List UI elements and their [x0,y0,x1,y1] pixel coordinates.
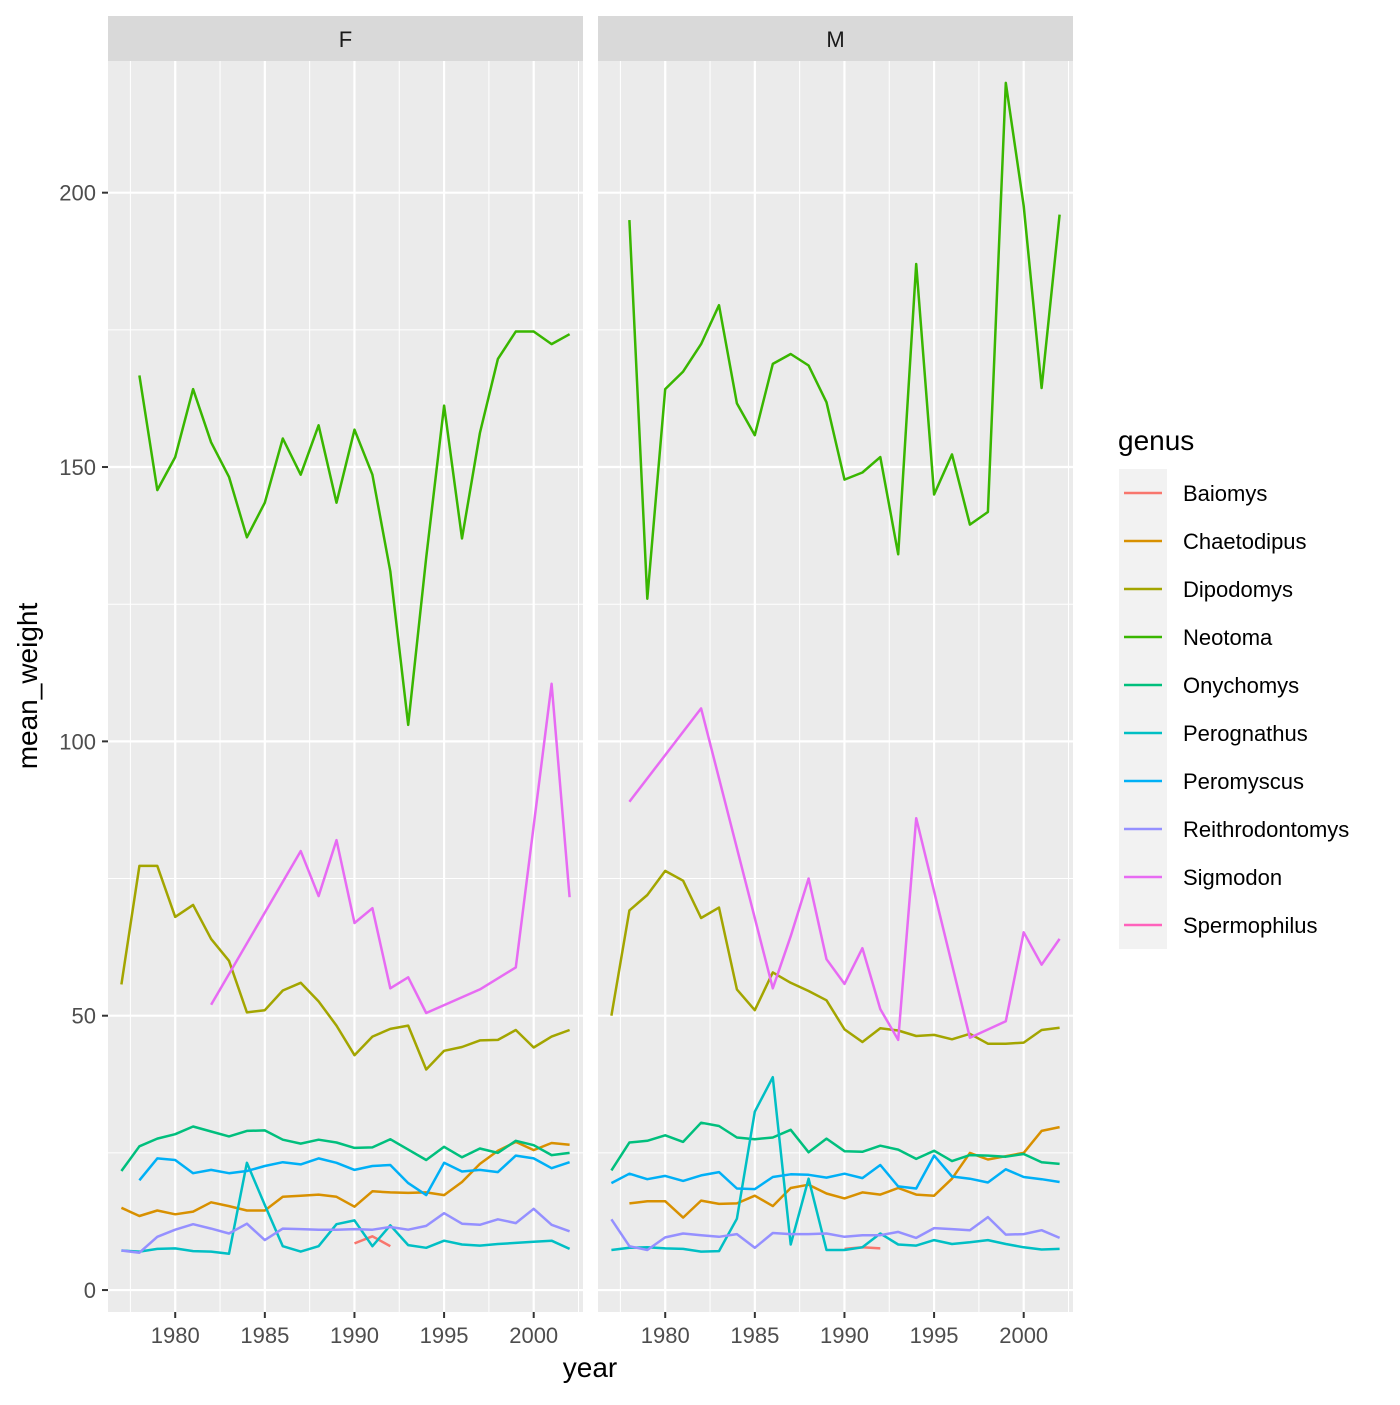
legend-item-perognathus: Perognathus [1124,721,1308,746]
legend: genus Baiomys Chaetodipus Dipodomys Neotoma… [1118,425,1349,949]
legend-label: Chaetodipus [1183,529,1307,554]
y-tick-label: 100 [59,729,96,754]
x-tick-label: 1985 [730,1323,779,1348]
x-tick-label: 1995 [420,1323,469,1348]
x-axis-label: year [563,1352,617,1383]
series-line-perognathus [121,1161,571,1256]
legend-label: Perognathus [1183,721,1308,746]
series-line-reithrodontomys [610,1215,1061,1252]
legend-label: Neotoma [1183,625,1273,650]
y-tick-label: 150 [59,455,96,480]
legend-items: Baiomys Chaetodipus Dipodomys Neotoma Onycho… [1124,481,1349,938]
legend-item-sigmodon: Sigmodon [1124,865,1282,890]
panel-background [108,61,583,1312]
y-tick-label: 0 [84,1278,96,1303]
legend-label: Onychomys [1183,673,1299,698]
legend-label: Reithrodontomys [1183,817,1349,842]
facet-panel-M: M 1980 1985 1990 1995 2000 [598,16,1073,1348]
series-line-peromyscus [610,1154,1060,1191]
legend-item-chaetodipus: Chaetodipus [1124,529,1307,554]
facet-strip [598,16,1073,61]
y-tick-label: 50 [72,1004,96,1029]
facet-strip-label: F [339,27,352,52]
x-tick-label: 1980 [151,1323,200,1348]
x-tick-label: 1990 [330,1323,379,1348]
legend-item-neotoma: Neotoma [1124,625,1273,650]
legend-item-onychomys: Onychomys [1124,673,1299,698]
series-line-onychomys [120,1125,570,1172]
x-tick-label: 1995 [910,1323,959,1348]
series-line-neotoma [138,330,571,727]
legend-item-dipodomys: Dipodomys [1124,577,1293,602]
legend-label: Baiomys [1183,481,1267,506]
panel-background [598,61,1073,1312]
legend-label: Dipodomys [1183,577,1293,602]
legend-label: Sigmodon [1183,865,1282,890]
legend-item-reithrodontomys: Reithrodontomys [1124,817,1349,842]
series-line-dipodomys [120,864,571,1071]
x-tick-label: 1990 [820,1323,869,1348]
legend-label: Spermophilus [1183,913,1318,938]
series-line-neotoma [628,81,1061,600]
series-line-reithrodontomys [121,1207,571,1254]
legend-title: genus [1118,425,1194,456]
facet-panel-F: F 1980 1985 1990 1995 2000 0 50 100 150 200 [59,16,583,1348]
x-tick-label: 1980 [641,1323,690,1348]
series-line-peromyscus [138,1154,570,1197]
legend-item-spermophilus: Spermophilus [1124,913,1318,938]
facet-panels: F 1980 1985 1990 1995 2000 0 50 100 150 200 M 1980 19… [59,16,1073,1348]
x-tick-label: 2000 [999,1323,1048,1348]
legend-key-background [1119,469,1167,949]
series-line-baiomys [354,1235,391,1248]
x-tick-label: 2000 [509,1323,558,1348]
x-tick-label: 1985 [240,1323,289,1348]
series-line-sigmodon [210,682,571,1015]
series-line-chaetodipus [629,1125,1060,1219]
y-axis-label: mean_weight [12,603,43,770]
legend-item-peromyscus: Peromyscus [1124,769,1304,794]
facet-strip [108,16,583,61]
y-tick-label: 200 [59,181,96,206]
facet-strip-label: M [826,27,844,52]
series-line-dipodomys [610,869,1060,1045]
legend-label: Peromyscus [1183,769,1304,794]
legend-item-baiomys: Baiomys [1124,481,1267,506]
series-line-perognathus [611,1075,1060,1253]
series-line-sigmodon [628,707,1061,1042]
series-line-onychomys [610,1121,1060,1172]
